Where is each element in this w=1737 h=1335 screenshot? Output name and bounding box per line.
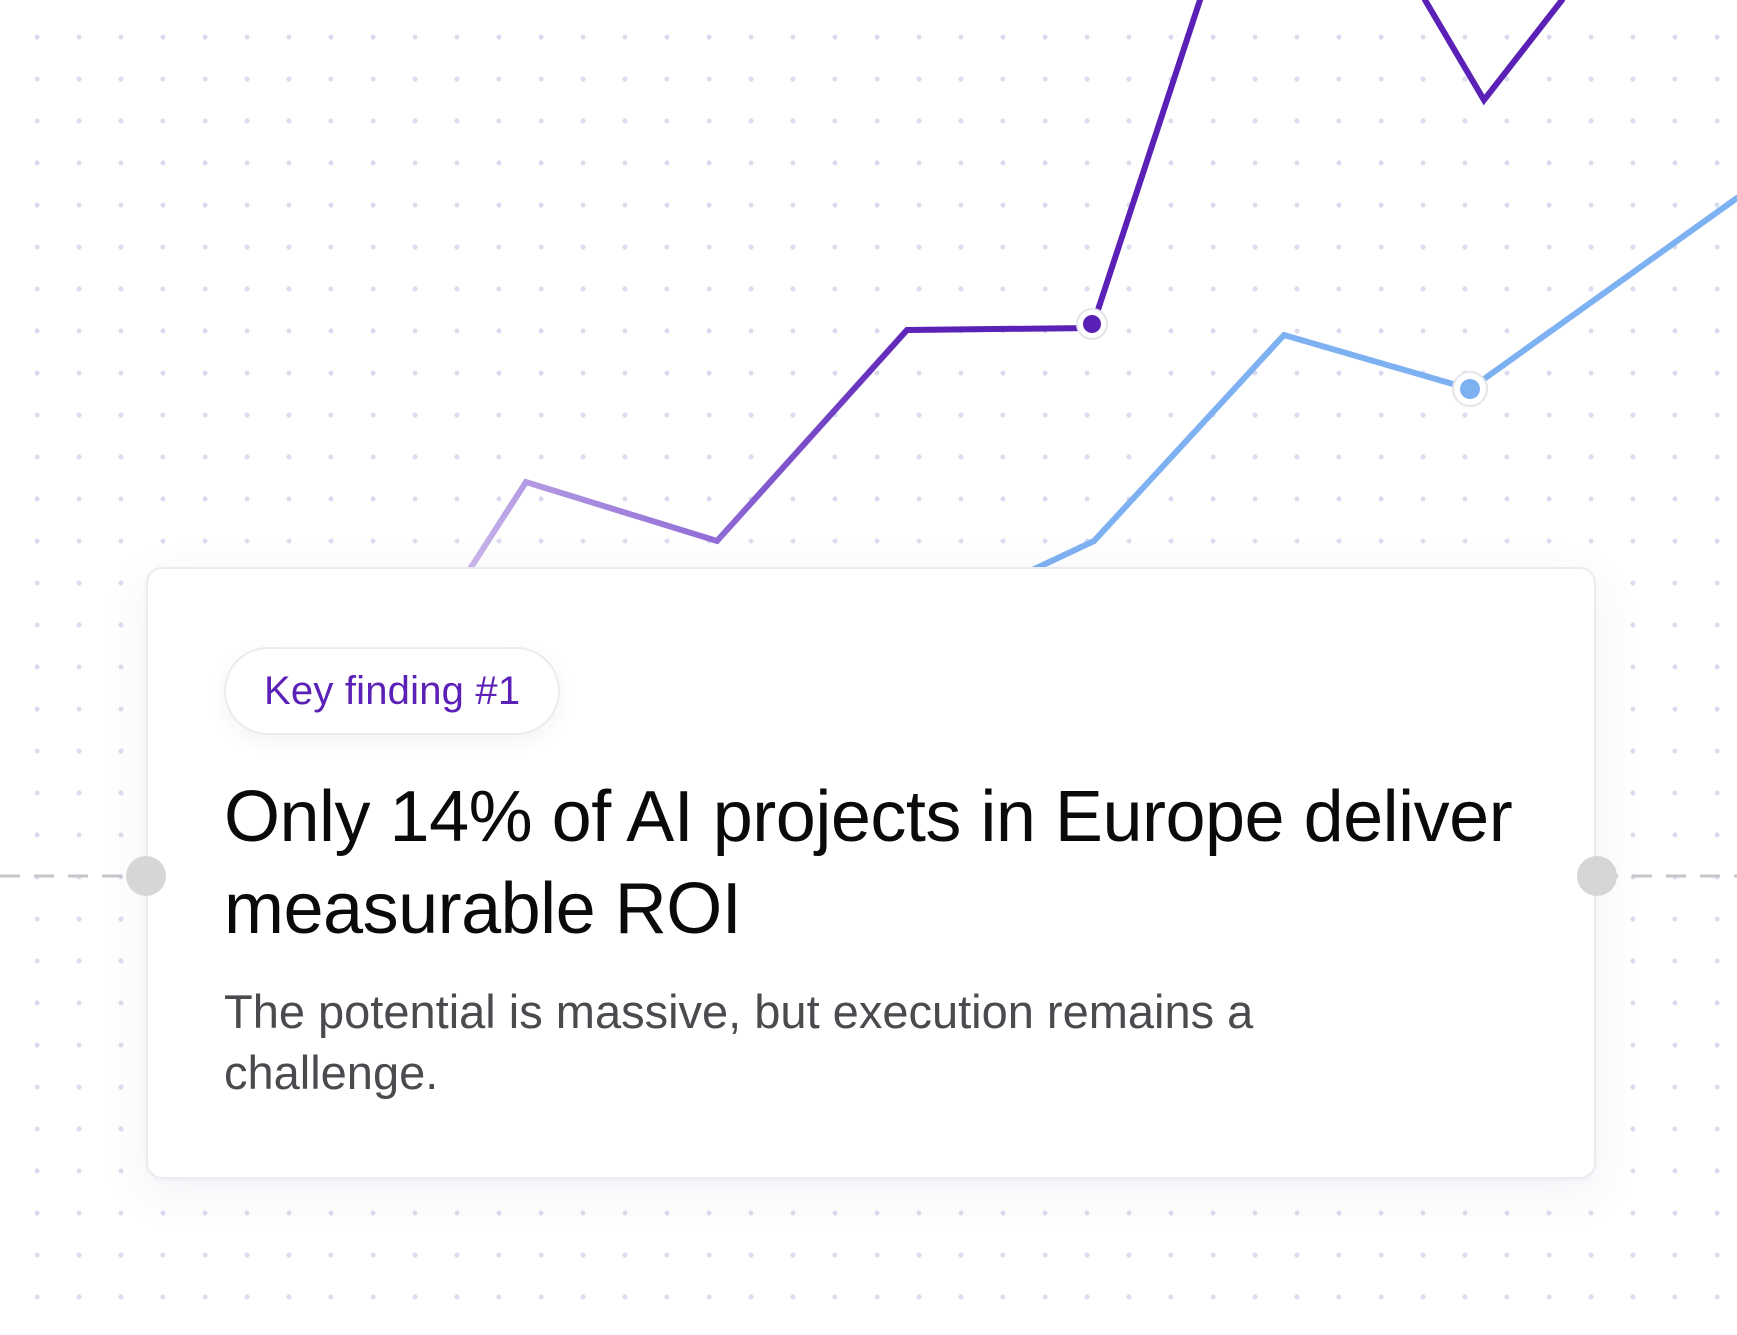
primary-trend-line: [447, 0, 1203, 603]
left-connector-handle: [126, 856, 166, 896]
primary-trend-line-peak: [1422, 0, 1565, 106]
right-connector-handle: [1577, 856, 1617, 896]
primary-highlight-point-inner: [1083, 315, 1101, 333]
finding-subtext: The potential is massive, but execution …: [224, 985, 1254, 1099]
finding-headline: Only 14% of AI projects in Europe delive…: [224, 777, 1513, 949]
key-finding-badge: Key finding #1: [224, 647, 561, 735]
secondary-highlight-point-inner: [1460, 379, 1480, 399]
key-finding-badge-label: Key finding #1: [264, 668, 521, 713]
secondary-trend-line: [987, 195, 1737, 593]
key-finding-card: Key finding #1 Only 14% of AI projects i…: [146, 567, 1596, 1179]
